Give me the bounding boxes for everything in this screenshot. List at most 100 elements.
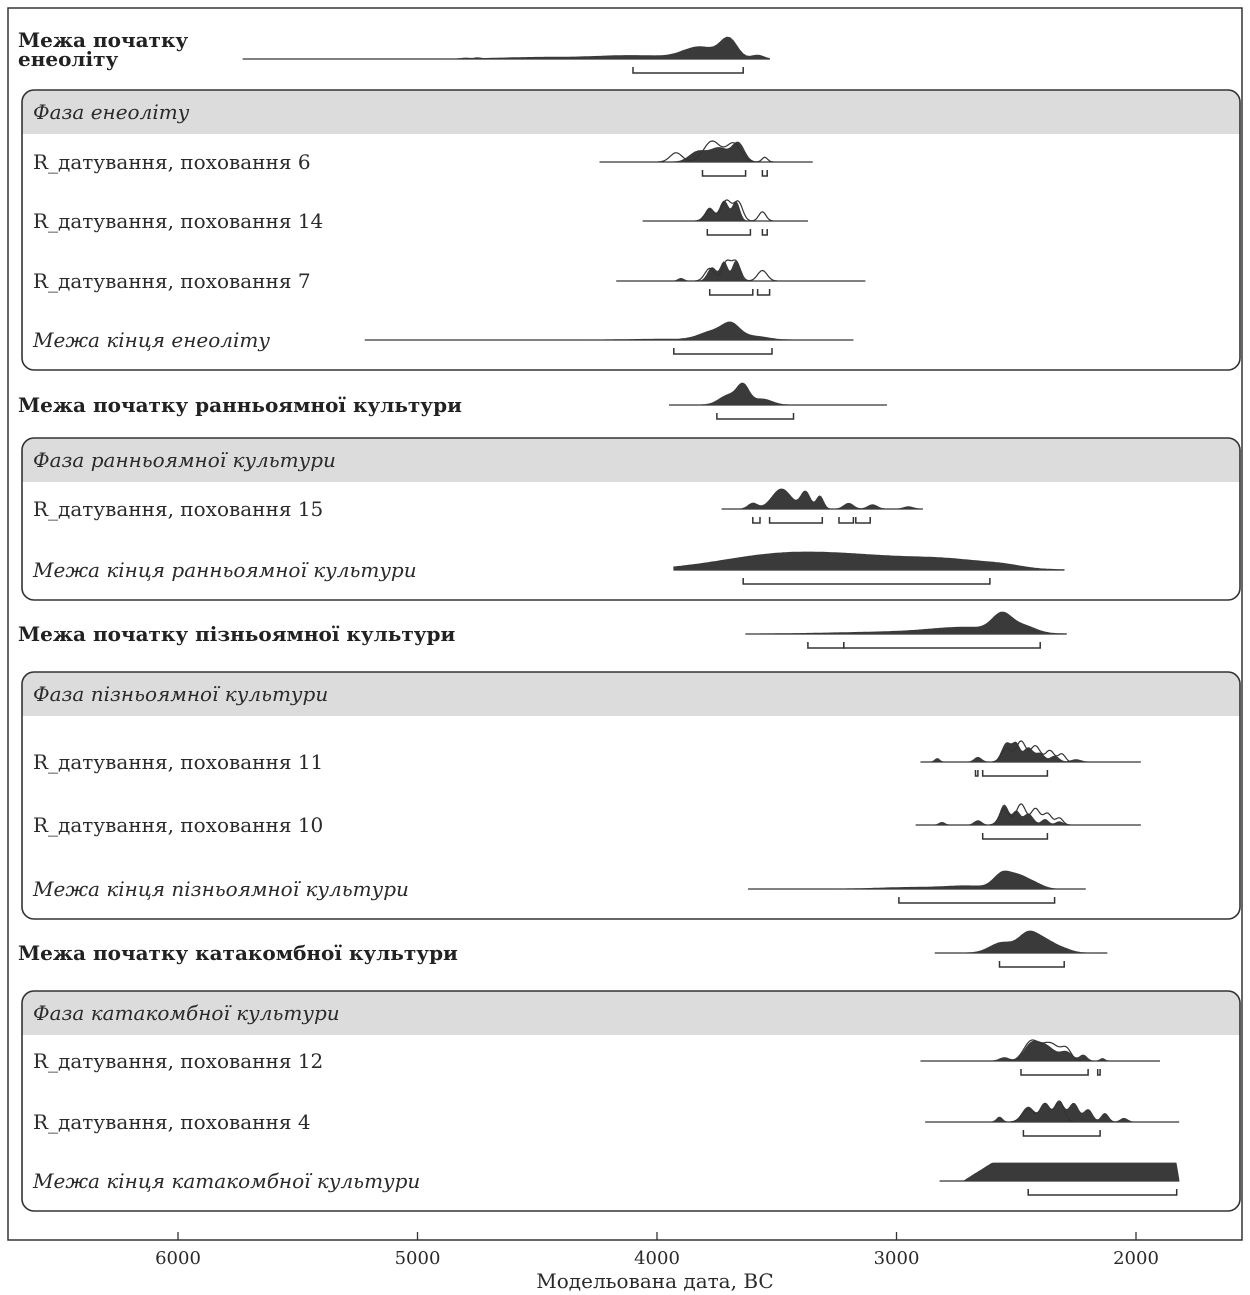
posterior-distribution [642,200,808,222]
phase-panel-header-bg [22,991,1240,1035]
chart-row: R_датування, поховання 7 [33,259,866,296]
chart-row: R_датування, поховання 6 [33,140,813,177]
phase-label: Фаза катакомбної культури [33,1001,340,1025]
x-axis: 6000 5000 4000 3000 2000 Модельована дата, BC [155,1232,1159,1293]
x-axis-label: Модельована дата, BC [536,1269,773,1293]
prior-distribution [989,803,1071,826]
prior-distribution [695,199,774,222]
posterior-distribution [669,382,887,406]
phase-panel-border [21,437,1241,601]
hpd-range-bracket [998,961,1065,968]
row-label: Межа кінця енеоліту [32,328,270,352]
chart-row: Межа початку пізньоямної культури [18,611,1067,649]
row-label: Межа початку ранньоямної культури [18,393,462,417]
posterior-distribution [616,260,866,282]
hpd-range-bracket [1022,1130,1101,1137]
prior-distribution [658,140,774,163]
chart-row: R_датування, поховання 15 [33,488,923,524]
prior-distribution [1010,1100,1074,1123]
chart-row: R_датування, поховання 11 [33,740,1141,777]
prior-distribution [695,259,777,282]
chart-row: Межа початку катакомбної культури [18,930,1108,968]
hpd-range-bracket [838,517,855,524]
posterior-distribution [721,488,923,510]
prior-distribution [992,740,1073,763]
row-label: Межа кінця пізньоямної культури [32,877,409,901]
hpd-range-bracket [843,642,1041,649]
phase-panel-header-bg [22,90,1240,134]
hpd-range-bracket [752,517,761,524]
hpd-range-bracket [855,517,871,524]
chart-row: Фаза ранньоямної культури [33,448,336,472]
hpd-range-bracket [673,348,773,355]
posterior-distribution [920,1040,1160,1062]
hpd-range-bracket [708,289,754,296]
chart-row: Фаза енеоліту [33,100,190,124]
chart-row: Межа кінця енеоліту [32,321,854,355]
chart-row: Фаза пізньоямної культури [33,682,328,706]
row-label: R_датування, поховання 12 [33,1049,323,1073]
hpd-range-bracket [974,770,979,777]
row-label: Межа кінця катакомбної культури [32,1169,420,1193]
hpd-range-bracket [761,229,768,236]
chart-row: Межа кінця катакомбної культури [32,1162,1180,1196]
posterior-distribution [673,551,1065,571]
row-label: R_датування, поховання 7 [33,269,311,293]
x-tick-label: 4000 [634,1248,680,1269]
x-tick-label: 5000 [395,1248,441,1269]
phase-label: Фаза ранньоямної культури [33,448,336,472]
row-label: R_датування, поховання 14 [33,209,323,233]
hpd-range-bracket [768,517,824,524]
chart-row: Межа кінця пізньоямної культури [32,870,1086,904]
posterior-distribution [920,741,1141,763]
phase-panel [21,89,1241,371]
chart-row: R_датування, поховання 12 [33,1039,1160,1076]
posterior-distribution [364,321,854,341]
hpd-range-bracket [807,642,845,649]
posterior-distribution [915,804,1141,826]
hpd-range-bracket [898,897,1056,904]
chart-row: Межа кінця ранньоямної культури [32,551,1065,585]
hpd-range-bracket [706,229,752,236]
hpd-range-bracket [981,833,1049,840]
hpd-range-bracket [716,413,795,420]
row-label: R_датування, поховання 15 [33,497,323,521]
hpd-range-bracket [1027,1189,1178,1196]
hpd-range-bracket [756,289,771,296]
chart-row: Фаза катакомбної культури [33,1001,340,1025]
posterior-distribution [934,930,1108,954]
phase-label: Фаза пізньоямної культури [33,682,328,706]
chart-row: R_датування, поховання 14 [33,199,808,236]
posterior-distribution [748,870,1086,890]
row-label: R_датування, поховання 6 [33,150,311,174]
hpd-range-bracket [701,170,747,177]
posterior-distribution [745,611,1067,635]
hpd-range-bracket [981,770,1049,777]
row-label: Межа початку катакомбної культури [18,941,458,965]
posterior-distribution [939,1162,1180,1182]
phase-panel-border [21,990,1241,1212]
chart-row: R_датування, поховання 4 [33,1100,1180,1137]
row-label: Межа початку пізньоямної культури [18,622,456,646]
phase-panel-header-bg [22,672,1240,716]
hpd-range-bracket [1020,1069,1089,1076]
row-label: R_датування, поховання 10 [33,813,323,837]
hpd-range-bracket [632,67,744,74]
row-label: R_датування, поховання 11 [33,750,323,774]
hpd-range-bracket [761,170,768,177]
phase-panel-header-bg [22,438,1240,482]
row-label: Межа початку [18,28,188,52]
phase-panel [21,437,1241,601]
posterior-distribution [925,1101,1180,1123]
phase-panel-border [21,89,1241,371]
chart-row: R_датування, поховання 10 [33,803,1141,840]
phase-panel-border [21,671,1241,920]
prior-distribution [1008,1039,1082,1062]
x-tick-label: 3000 [874,1248,920,1269]
hpd-range-bracket [1096,1069,1101,1076]
x-tick-label: 6000 [155,1248,201,1269]
plot-frame [7,7,1243,1241]
posterior-distribution [599,141,813,163]
